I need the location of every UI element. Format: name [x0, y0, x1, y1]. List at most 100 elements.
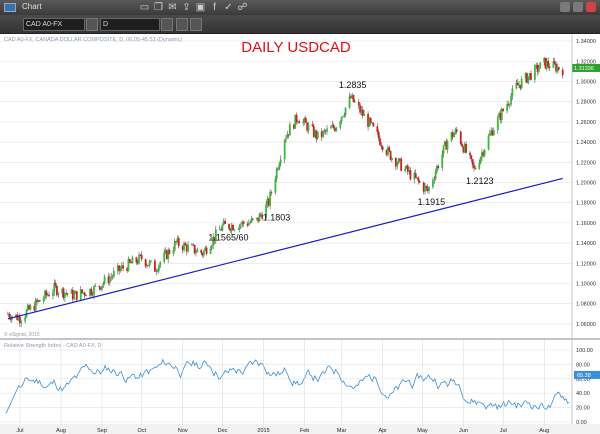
- candle-body: [433, 179, 436, 181]
- candle-body: [210, 245, 213, 249]
- candle-body: [130, 262, 132, 264]
- candle-body: [286, 134, 289, 139]
- price-gridlines: [0, 40, 572, 325]
- candle-body: [181, 246, 184, 251]
- symbol-dropdown-button[interactable]: [86, 18, 98, 31]
- candle-body: [222, 220, 225, 225]
- candle-body: [544, 57, 547, 69]
- candle-body: [233, 229, 236, 231]
- candle-body: [8, 313, 11, 318]
- candle-body: [61, 288, 64, 294]
- share-bar: ▭ ❐ ✉ ⇪ ▣ f ✓ ☍: [0, 1, 600, 14]
- candle-body: [165, 250, 168, 260]
- candle-body: [146, 265, 148, 267]
- drawing-tools-button[interactable]: [190, 18, 202, 31]
- candle-body: [428, 186, 430, 191]
- candle-body: [351, 94, 354, 99]
- candle-body: [515, 82, 518, 89]
- candle-body: [506, 104, 508, 111]
- candle-body: [65, 293, 68, 294]
- candle-body: [28, 305, 31, 310]
- candle-body: [37, 300, 40, 302]
- chart-title: DAILY USDCAD: [241, 39, 351, 56]
- candle-body: [481, 152, 483, 158]
- copy-icon[interactable]: ❐: [154, 2, 163, 13]
- candle-body: [157, 265, 160, 271]
- share-icon[interactable]: ☍: [237, 2, 248, 13]
- candle-body: [406, 165, 409, 172]
- candle-body: [335, 127, 338, 132]
- candle-body: [389, 150, 392, 161]
- candle-body: [168, 249, 171, 254]
- candle-body: [128, 259, 131, 263]
- price-annotations: 1.2835 1.1803 1.1565/60 1.1915 1.2123: [208, 80, 493, 242]
- candle-body: [471, 159, 474, 166]
- price-tick-label: 1.28000: [576, 100, 596, 106]
- candle-body: [101, 285, 103, 290]
- date-tick-label: 2015: [257, 428, 269, 434]
- candle-body: [249, 222, 252, 223]
- candle-body: [516, 82, 519, 86]
- candle-body: [326, 128, 328, 132]
- candle-body: [528, 73, 531, 77]
- rsi-tick-label: 40.00: [576, 391, 590, 397]
- interval-input[interactable]: D: [100, 18, 160, 31]
- candle-body: [490, 130, 493, 134]
- candle-body: [552, 61, 555, 68]
- candle-body: [287, 134, 290, 136]
- candle-body: [110, 276, 113, 278]
- candle-body: [173, 241, 176, 251]
- candle-body: [200, 249, 203, 254]
- candle-body: [500, 108, 503, 121]
- candle-body: [332, 124, 335, 129]
- candle-body: [340, 116, 343, 122]
- candle-body: [507, 104, 510, 106]
- candle-body: [241, 221, 244, 225]
- date-tick-label: Jul: [500, 428, 507, 434]
- interval-dropdown-button[interactable]: [161, 18, 173, 31]
- candle-body: [381, 146, 384, 151]
- candle-body: [380, 144, 383, 147]
- symbol-input[interactable]: CAD A0-FX: [23, 18, 85, 31]
- minimize-button[interactable]: [560, 2, 570, 12]
- export-icon[interactable]: ⇪: [182, 2, 191, 13]
- rsi-last-label: 65.38: [577, 373, 591, 379]
- facebook-icon[interactable]: f: [213, 2, 216, 13]
- rsi-tick-label: 20.00: [576, 406, 590, 412]
- chart-app-icon: [4, 3, 16, 12]
- candle-body: [526, 73, 528, 83]
- close-button[interactable]: [586, 2, 596, 12]
- candle-body: [459, 131, 462, 144]
- settings-button[interactable]: [176, 18, 188, 31]
- rsi-tick-label: 80.00: [576, 362, 590, 368]
- candle-body: [408, 170, 411, 172]
- chart-toolbar: CAD A0-FX D: [0, 15, 600, 34]
- maximize-button[interactable]: [573, 2, 583, 12]
- candle-body: [230, 224, 233, 231]
- title-bar: Chart ▭ ❐ ✉ ⇪ ▣ f ✓ ☍: [0, 0, 600, 15]
- email-icon[interactable]: ✉: [168, 2, 177, 13]
- price-tick-label: 1.20000: [576, 180, 596, 186]
- candle-body: [278, 163, 281, 170]
- image-icon[interactable]: ▣: [195, 2, 206, 13]
- candle-body: [473, 165, 475, 168]
- price-tick-label: 1.30000: [576, 79, 596, 85]
- candle-body: [510, 96, 512, 105]
- candle-body: [536, 64, 539, 72]
- support-trendline[interactable]: [7, 177, 563, 320]
- candle-body: [267, 198, 270, 206]
- candle-body: [44, 290, 46, 299]
- candle-body: [17, 316, 20, 321]
- candle-body: [164, 250, 167, 253]
- print-icon[interactable]: ▭: [139, 2, 150, 13]
- chart-area: 1.06000 1.08000 1.10000 1.12000 1.14000 1.160…: [0, 34, 600, 434]
- candle-body: [269, 192, 271, 206]
- twitter-icon[interactable]: ✓: [224, 2, 233, 13]
- candle-body: [396, 163, 399, 167]
- candle-body: [285, 138, 287, 141]
- candle-body: [89, 288, 91, 297]
- candle-body: [48, 294, 50, 297]
- price-tick-label: 1.06000: [576, 322, 596, 328]
- candle-body: [445, 141, 448, 150]
- rsi-gridlines: [0, 349, 572, 423]
